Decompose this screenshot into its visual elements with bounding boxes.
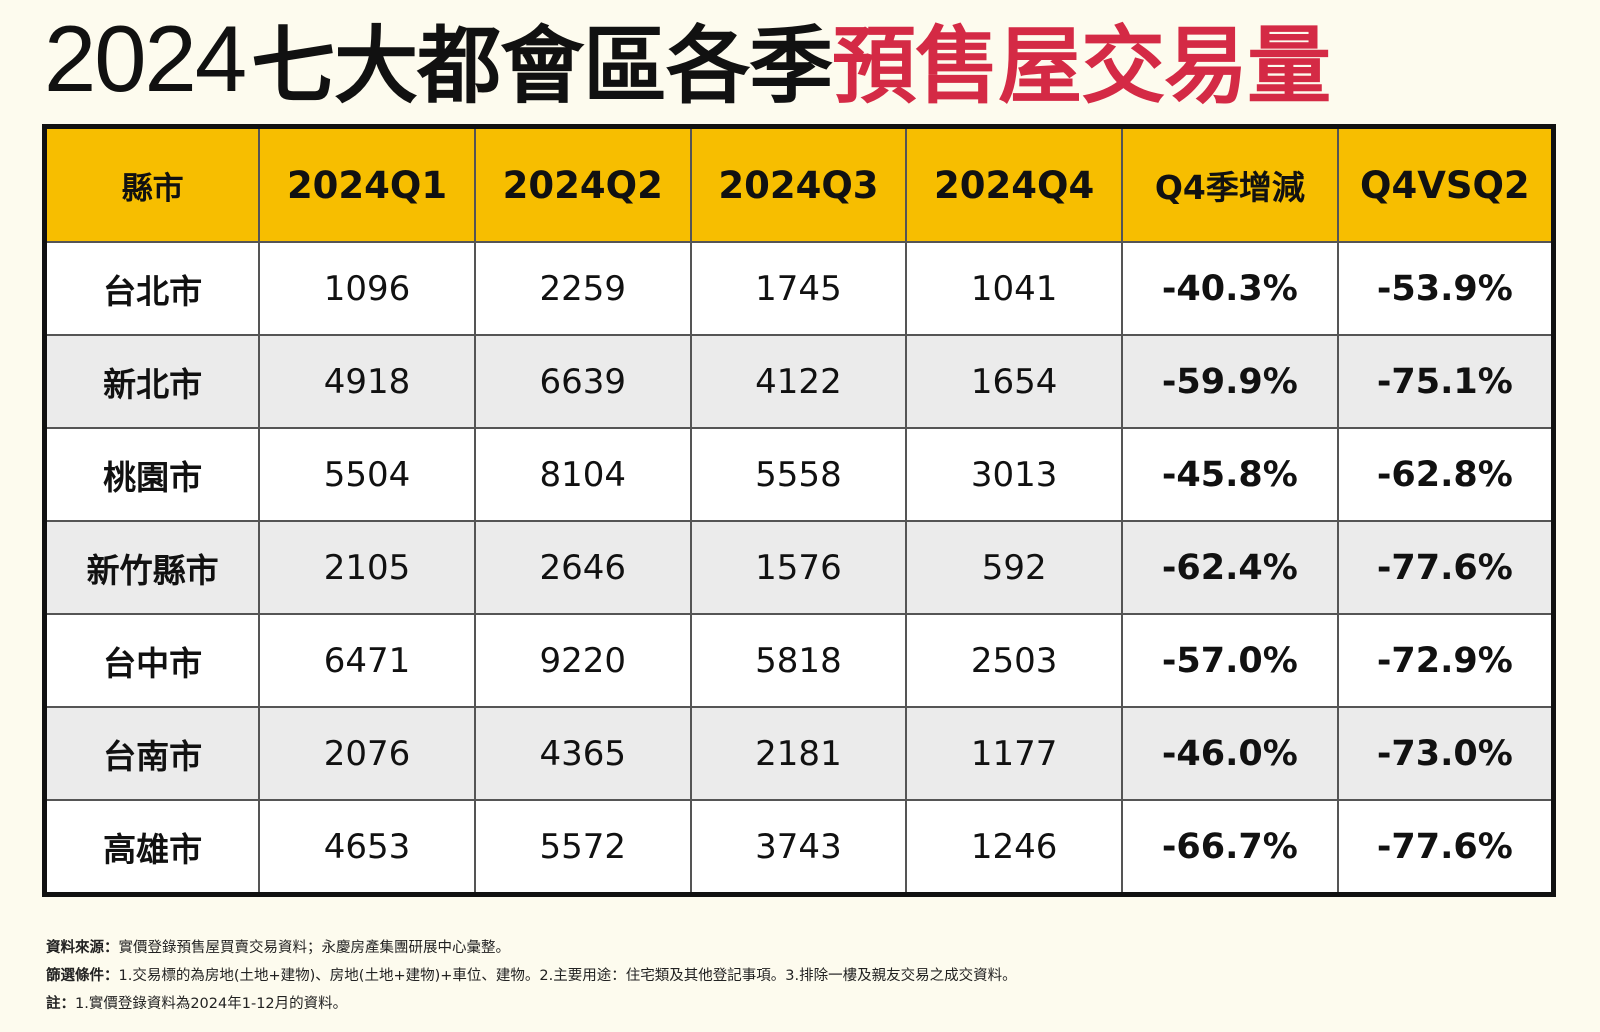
note-source-label: 資料來源：	[46, 940, 119, 956]
note-source-text: 實價登錄預售屋買賣交易資料；永慶房產集團研展中心彙整。	[118, 940, 511, 956]
q1-cell: 1096	[258, 241, 476, 336]
q4-cell: 1041	[905, 241, 1123, 336]
q3-cell: 5558	[689, 427, 908, 522]
q2-cell: 2646	[473, 520, 692, 615]
header-qoq-change: Q4季增減	[1121, 125, 1339, 243]
header-row: 縣市 2024Q1 2024Q2 2024Q3 2024Q4 Q4季增減 Q4V…	[43, 125, 1555, 243]
table-row: 台中市 6471 9220 5818 2503 -57.0% -72.9%	[43, 613, 1555, 708]
q2-cell: 2259	[473, 241, 692, 336]
q1-cell: 2076	[258, 706, 476, 801]
footnotes: 資料來源：實價登錄預售屋買賣交易資料；永慶房產集團研展中心彙整。 篩選條件：1.…	[46, 934, 1017, 1018]
q3-cell: 2181	[689, 706, 908, 801]
q1-cell: 6471	[258, 613, 476, 708]
header-q1: 2024Q1	[258, 125, 476, 243]
table-row: 台北市 1096 2259 1745 1041 -40.3% -53.9%	[43, 241, 1555, 336]
city-cell: 新北市	[43, 334, 261, 429]
q1-cell: 4918	[258, 334, 476, 429]
header-q3: 2024Q3	[689, 125, 908, 243]
q4-cell: 3013	[905, 427, 1123, 522]
qoq-change-cell: -59.9%	[1121, 334, 1339, 429]
header-q2: 2024Q2	[473, 125, 692, 243]
q4-cell: 592	[905, 520, 1123, 615]
q3-cell: 1576	[689, 520, 908, 615]
q4-vs-q2-cell: -73.0%	[1336, 706, 1555, 801]
table-row: 高雄市 4653 5572 3743 1246 -66.7% -77.6%	[43, 799, 1555, 896]
city-cell: 台北市	[43, 241, 261, 336]
qoq-change-cell: -66.7%	[1121, 799, 1339, 896]
note-filter-label: 篩選條件：	[46, 968, 119, 984]
q3-cell: 3743	[689, 799, 908, 896]
title-year: 2024	[44, 6, 247, 111]
q2-cell: 8104	[473, 427, 692, 522]
note-remark-text: 1.實價登錄資料為2024年1-12月的資料。	[75, 996, 348, 1012]
city-cell: 高雄市	[43, 799, 261, 896]
q4-cell: 2503	[905, 613, 1123, 708]
city-cell: 桃園市	[43, 427, 261, 522]
note-filter: 篩選條件：1.交易標的為房地(土地+建物)、房地(土地+建物)+車位、建物。2.…	[46, 962, 1017, 990]
qoq-change-cell: -46.0%	[1121, 706, 1339, 801]
q4-vs-q2-cell: -77.6%	[1336, 799, 1555, 896]
q4-cell: 1177	[905, 706, 1123, 801]
q2-cell: 6639	[473, 334, 692, 429]
q2-cell: 9220	[473, 613, 692, 708]
header-q4-vs-q2: Q4VSQ2	[1336, 125, 1555, 243]
q1-cell: 5504	[258, 427, 476, 522]
header-q4: 2024Q4	[905, 125, 1123, 243]
table-row: 台南市 2076 4365 2181 1177 -46.0% -73.0%	[43, 706, 1555, 801]
qoq-change-cell: -40.3%	[1121, 241, 1339, 336]
city-cell: 台中市	[43, 613, 261, 708]
q4-vs-q2-cell: -77.6%	[1336, 520, 1555, 615]
title-red-part: 預售屋交易量	[832, 16, 1331, 115]
qoq-change-cell: -45.8%	[1121, 427, 1339, 522]
note-remark-label: 註：	[46, 996, 75, 1012]
q2-cell: 5572	[473, 799, 692, 896]
q3-cell: 4122	[689, 334, 908, 429]
city-cell: 台南市	[43, 706, 261, 801]
table-row: 新北市 4918 6639 4122 1654 -59.9% -75.1%	[43, 334, 1555, 429]
q4-vs-q2-cell: -53.9%	[1336, 241, 1555, 336]
q4-vs-q2-cell: -75.1%	[1336, 334, 1555, 429]
note-filter-text: 1.交易標的為房地(土地+建物)、房地(土地+建物)+車位、建物。2.主要用途：…	[118, 968, 1017, 984]
title-black-part: 七大都會區各季	[251, 16, 833, 115]
note-remark: 註：1.實價登錄資料為2024年1-12月的資料。	[46, 990, 1017, 1018]
header-city: 縣市	[43, 125, 261, 243]
q4-vs-q2-cell: -72.9%	[1336, 613, 1555, 708]
q4-vs-q2-cell: -62.8%	[1336, 427, 1555, 522]
table-row: 桃園市 5504 8104 5558 3013 -45.8% -62.8%	[43, 427, 1555, 522]
q3-cell: 5818	[689, 613, 908, 708]
page-title: 2024 七大都會區各季 預售屋交易量	[44, 4, 1331, 115]
q3-cell: 1745	[689, 241, 908, 336]
q1-cell: 4653	[258, 799, 476, 896]
q4-cell: 1654	[905, 334, 1123, 429]
q2-cell: 4365	[473, 706, 692, 801]
transactions-table: 縣市 2024Q1 2024Q2 2024Q3 2024Q4 Q4季增減 Q4V…	[42, 124, 1556, 897]
q1-cell: 2105	[258, 520, 476, 615]
q4-cell: 1246	[905, 799, 1123, 896]
qoq-change-cell: -57.0%	[1121, 613, 1339, 708]
table-row: 新竹縣市 2105 2646 1576 592 -62.4% -77.6%	[43, 520, 1555, 615]
qoq-change-cell: -62.4%	[1121, 520, 1339, 615]
city-cell: 新竹縣市	[43, 520, 261, 615]
note-source: 資料來源：實價登錄預售屋買賣交易資料；永慶房產集團研展中心彙整。	[46, 934, 1017, 962]
